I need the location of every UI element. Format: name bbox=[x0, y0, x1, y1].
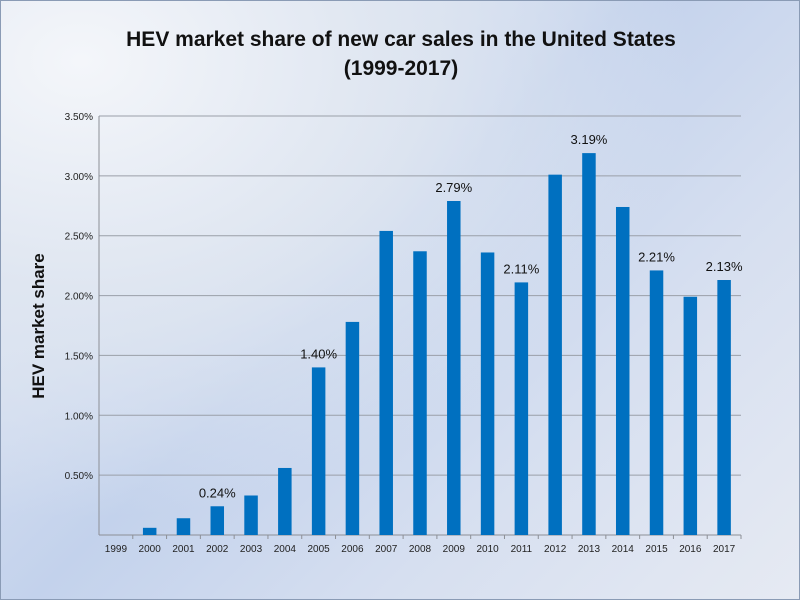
bar-2000 bbox=[142, 527, 157, 535]
bar-2011 bbox=[514, 282, 529, 535]
bar-2005 bbox=[311, 367, 326, 535]
x-tick-label: 2000 bbox=[139, 544, 162, 555]
y-tick-label: 2.50% bbox=[65, 232, 93, 243]
chart-title: HEV market share of new car sales in the… bbox=[1, 25, 800, 83]
data-label-2017: 2.13% bbox=[706, 259, 743, 274]
bar-2003 bbox=[244, 495, 258, 535]
y-tick-label: 0.50% bbox=[65, 471, 93, 482]
x-tick-label: 2002 bbox=[206, 544, 229, 555]
bar-2017 bbox=[717, 280, 731, 535]
bar-2014 bbox=[615, 206, 630, 536]
x-tick-label: 2016 bbox=[679, 544, 702, 555]
subtitle-line: (1999-2017) bbox=[343, 57, 459, 80]
bar-2015 bbox=[649, 270, 664, 535]
x-tick-label: 2011 bbox=[511, 544, 533, 555]
bar-2009 bbox=[447, 200, 461, 536]
x-tick-label: 1999 bbox=[105, 544, 128, 555]
x-tick-label: 2014 bbox=[612, 544, 635, 555]
x-tick-label: 2013 bbox=[578, 544, 601, 555]
data-label-2005: 1.40% bbox=[300, 346, 337, 361]
y-tick-label: 3.50% bbox=[65, 112, 93, 123]
bar-2002 bbox=[210, 506, 225, 535]
x-tick-label: 2010 bbox=[476, 544, 499, 555]
bar-2004 bbox=[278, 467, 292, 535]
bar-2013 bbox=[582, 153, 596, 535]
x-tick-label: 2015 bbox=[645, 544, 668, 555]
bar-2007 bbox=[379, 230, 393, 535]
x-tick-label: 2017 bbox=[713, 544, 736, 555]
bar-2010 bbox=[480, 252, 495, 535]
bar-2001 bbox=[176, 518, 191, 535]
x-tick-label: 2004 bbox=[274, 544, 297, 555]
title-line: HEV market share of new car sales in the… bbox=[126, 28, 676, 51]
x-tick-label: 2007 bbox=[375, 544, 398, 555]
x-tick-label: 2009 bbox=[443, 544, 466, 555]
data-label-2002: 0.24% bbox=[199, 485, 236, 500]
y-tick-label: 1.50% bbox=[65, 351, 93, 362]
x-tick-label: 2003 bbox=[240, 544, 263, 555]
bar-2012 bbox=[548, 174, 562, 535]
x-tick-label: 2005 bbox=[308, 544, 331, 555]
y-tick-label: 3.00% bbox=[65, 172, 93, 183]
data-label-2009: 2.79% bbox=[435, 180, 472, 195]
x-tick-label: 2008 bbox=[409, 544, 432, 555]
y-tick-label: 2.00% bbox=[65, 292, 93, 303]
bar-2006 bbox=[345, 321, 360, 535]
data-label-2015: 2.21% bbox=[638, 249, 675, 264]
bar-2008 bbox=[413, 251, 427, 535]
data-label-2011: 2.11% bbox=[503, 261, 539, 276]
x-tick-label: 2001 bbox=[172, 544, 195, 555]
y-tick-label: 1.00% bbox=[65, 411, 93, 422]
x-tick-label: 2012 bbox=[544, 544, 567, 555]
bar-2016 bbox=[683, 296, 698, 535]
x-tick-label: 2006 bbox=[341, 544, 364, 555]
data-label-2013: 3.19% bbox=[571, 132, 608, 147]
